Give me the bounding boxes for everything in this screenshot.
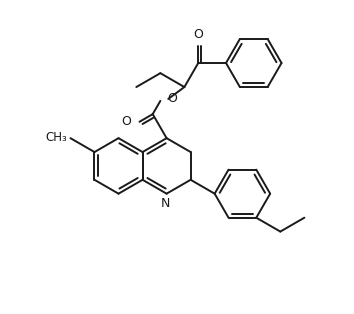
Text: O: O — [167, 92, 177, 106]
Text: O: O — [193, 28, 203, 41]
Text: CH₃: CH₃ — [46, 131, 68, 144]
Text: O: O — [122, 115, 132, 128]
Text: N: N — [161, 197, 170, 210]
